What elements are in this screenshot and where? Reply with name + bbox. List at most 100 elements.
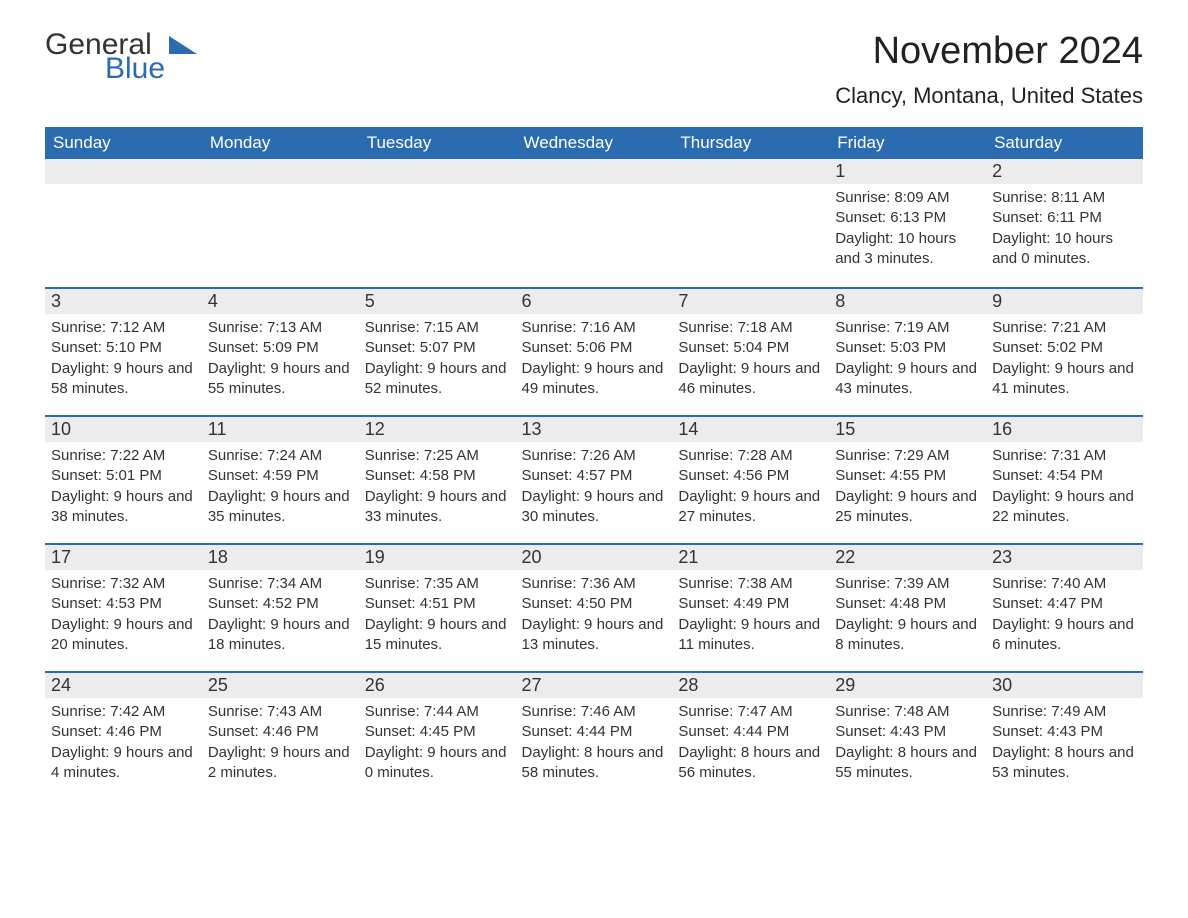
sunset-line: Sunset: 4:59 PM [208,466,353,486]
daylight-line: Daylight: 9 hours and 43 minutes. [835,359,980,400]
day-number: 6 [516,287,673,314]
sunset-line: Sunset: 6:13 PM [835,208,980,228]
day-number-row [202,159,359,184]
calendar-day: 19Sunrise: 7:35 AMSunset: 4:51 PMDayligh… [359,543,516,671]
day-number: 2 [986,159,1143,184]
day-details: Sunrise: 7:28 AMSunset: 4:56 PMDaylight:… [672,442,829,535]
sunset-line: Sunset: 4:46 PM [208,722,353,742]
sunset-line: Sunset: 4:50 PM [522,594,667,614]
daylight-line: Daylight: 9 hours and 41 minutes. [992,359,1137,400]
day-details: Sunrise: 7:29 AMSunset: 4:55 PMDaylight:… [829,442,986,535]
day-details: Sunrise: 7:35 AMSunset: 4:51 PMDaylight:… [359,570,516,663]
calendar-day: 27Sunrise: 7:46 AMSunset: 4:44 PMDayligh… [516,671,673,799]
sunrise-line: Sunrise: 7:31 AM [992,446,1137,466]
day-number: 11 [202,415,359,442]
day-details: Sunrise: 7:18 AMSunset: 5:04 PMDaylight:… [672,314,829,407]
daylight-line: Daylight: 9 hours and 55 minutes. [208,359,353,400]
day-details: Sunrise: 7:32 AMSunset: 4:53 PMDaylight:… [45,570,202,663]
calendar-week: 24Sunrise: 7:42 AMSunset: 4:46 PMDayligh… [45,671,1143,799]
sunset-line: Sunset: 4:57 PM [522,466,667,486]
sunrise-line: Sunrise: 7:43 AM [208,702,353,722]
day-number: 15 [829,415,986,442]
calendar-day: 6 Sunrise: 7:16 AMSunset: 5:06 PMDaylight… [516,287,673,415]
day-details: Sunrise: 7:38 AMSunset: 4:49 PMDaylight:… [672,570,829,663]
calendar-day: 30Sunrise: 7:49 AMSunset: 4:43 PMDayligh… [986,671,1143,799]
daylight-line: Daylight: 9 hours and 4 minutes. [51,743,196,784]
day-number: 16 [986,415,1143,442]
calendar-day: 11 Sunrise: 7:24 AMSunset: 4:59 PMDayligh… [202,415,359,543]
day-number: 20 [516,543,673,570]
sunrise-line: Sunrise: 7:44 AM [365,702,510,722]
calendar-day: 17Sunrise: 7:32 AMSunset: 4:53 PMDayligh… [45,543,202,671]
day-details: Sunrise: 8:09 AMSunset: 6:13 PMDaylight:… [829,184,986,277]
sunrise-line: Sunrise: 7:21 AM [992,318,1137,338]
sunrise-line: Sunrise: 7:38 AM [678,574,823,594]
day-details: Sunrise: 7:44 AMSunset: 4:45 PMDaylight:… [359,698,516,791]
sunrise-line: Sunrise: 7:36 AM [522,574,667,594]
day-number: 28 [672,671,829,698]
daylight-line: Daylight: 8 hours and 55 minutes. [835,743,980,784]
calendar-day: 14Sunrise: 7:28 AMSunset: 4:56 PMDayligh… [672,415,829,543]
daylight-line: Daylight: 9 hours and 58 minutes. [51,359,196,400]
calendar-day: 23 Sunrise: 7:40 AMSunset: 4:47 PMDayligh… [986,543,1143,671]
calendar-week: 3Sunrise: 7:12 AMSunset: 5:10 PMDaylight… [45,287,1143,415]
day-details: Sunrise: 7:12 AMSunset: 5:10 PMDaylight:… [45,314,202,407]
sunset-line: Sunset: 4:46 PM [51,722,196,742]
day-header: Thursday [672,127,829,159]
day-details: Sunrise: 7:47 AMSunset: 4:44 PMDaylight:… [672,698,829,791]
day-number: 4 [202,287,359,314]
calendar-day: 1Sunrise: 8:09 AMSunset: 6:13 PMDaylight… [829,159,986,287]
day-number: 8 [829,287,986,314]
day-details: Sunrise: 7:39 AMSunset: 4:48 PMDaylight:… [829,570,986,663]
logo: General Blue [45,30,197,84]
daylight-line: Daylight: 9 hours and 13 minutes. [522,615,667,656]
day-number: 27 [516,671,673,698]
sunrise-line: Sunrise: 7:25 AM [365,446,510,466]
sunrise-line: Sunrise: 7:47 AM [678,702,823,722]
daylight-line: Daylight: 9 hours and 6 minutes. [992,615,1137,656]
calendar-day: 8 Sunrise: 7:19 AMSunset: 5:03 PMDaylight… [829,287,986,415]
daylight-line: Daylight: 9 hours and 35 minutes. [208,487,353,528]
day-details: Sunrise: 7:43 AMSunset: 4:46 PMDaylight:… [202,698,359,791]
sunrise-line: Sunrise: 7:40 AM [992,574,1137,594]
day-details: Sunrise: 7:21 AMSunset: 5:02 PMDaylight:… [986,314,1143,407]
header: General Blue November 2024 Clancy, Monta… [45,30,1143,121]
sunrise-line: Sunrise: 7:49 AM [992,702,1137,722]
daylight-line: Daylight: 9 hours and 49 minutes. [522,359,667,400]
sunrise-line: Sunrise: 8:11 AM [992,188,1137,208]
calendar-week: 10Sunrise: 7:22 AMSunset: 5:01 PMDayligh… [45,415,1143,543]
sunrise-line: Sunrise: 7:19 AM [835,318,980,338]
sunset-line: Sunset: 4:48 PM [835,594,980,614]
day-number: 22 [829,543,986,570]
day-number: 5 [359,287,516,314]
day-number: 1 [829,159,986,184]
sunrise-line: Sunrise: 7:16 AM [522,318,667,338]
day-number: 7 [672,287,829,314]
sunset-line: Sunset: 4:44 PM [522,722,667,742]
sunrise-line: Sunrise: 7:24 AM [208,446,353,466]
sunrise-line: Sunrise: 7:34 AM [208,574,353,594]
daylight-line: Daylight: 9 hours and 38 minutes. [51,487,196,528]
sunrise-line: Sunrise: 7:26 AM [522,446,667,466]
calendar-day: 22Sunrise: 7:39 AMSunset: 4:48 PMDayligh… [829,543,986,671]
sunrise-line: Sunrise: 7:35 AM [365,574,510,594]
sunset-line: Sunset: 4:47 PM [992,594,1137,614]
sunrise-line: Sunrise: 7:42 AM [51,702,196,722]
calendar-day-empty [45,159,202,287]
day-details: Sunrise: 7:25 AMSunset: 4:58 PMDaylight:… [359,442,516,535]
sunset-line: Sunset: 4:58 PM [365,466,510,486]
daylight-line: Daylight: 9 hours and 52 minutes. [365,359,510,400]
daylight-line: Daylight: 9 hours and 2 minutes. [208,743,353,784]
calendar-day-empty [516,159,673,287]
day-number: 23 [986,543,1143,570]
sunset-line: Sunset: 5:06 PM [522,338,667,358]
sunset-line: Sunset: 4:45 PM [365,722,510,742]
calendar-week: 17Sunrise: 7:32 AMSunset: 4:53 PMDayligh… [45,543,1143,671]
daylight-line: Daylight: 10 hours and 0 minutes. [992,229,1137,270]
sunrise-line: Sunrise: 7:48 AM [835,702,980,722]
day-number: 30 [986,671,1143,698]
sunset-line: Sunset: 4:55 PM [835,466,980,486]
calendar-day: 28Sunrise: 7:47 AMSunset: 4:44 PMDayligh… [672,671,829,799]
day-header: Friday [829,127,986,159]
sunset-line: Sunset: 5:03 PM [835,338,980,358]
